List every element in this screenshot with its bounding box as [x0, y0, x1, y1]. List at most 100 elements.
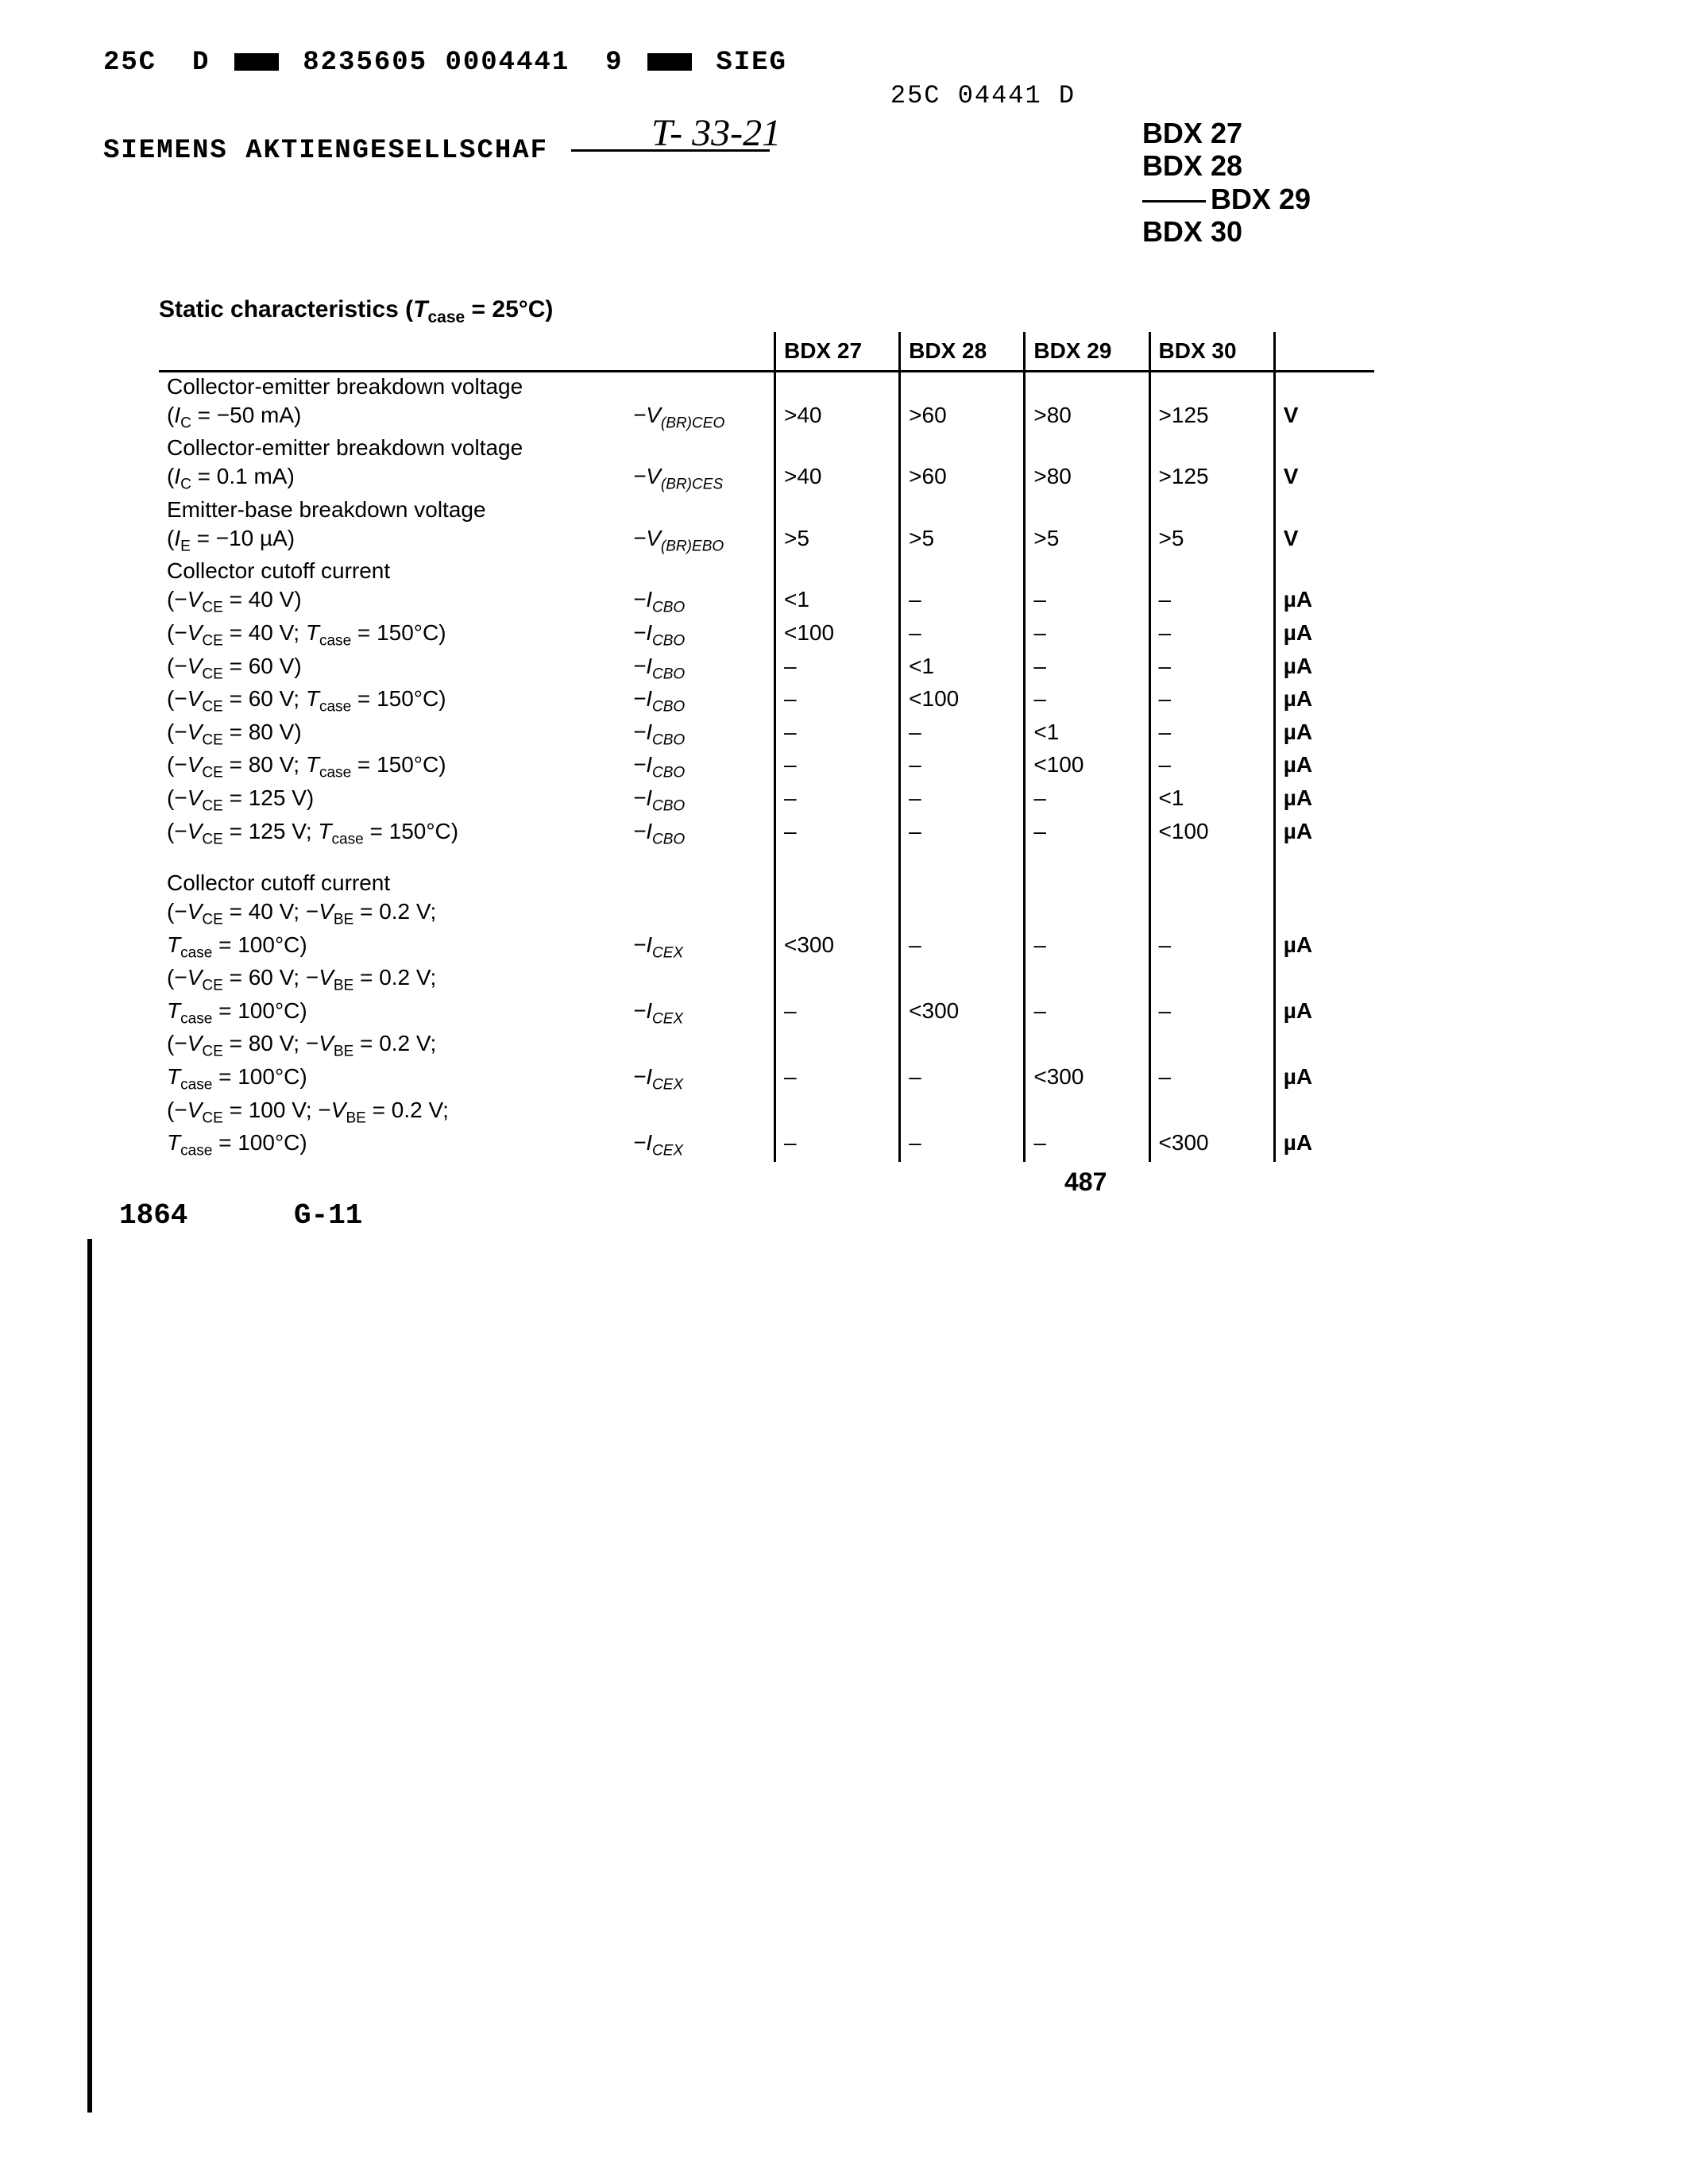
value-cell: –	[774, 1063, 899, 1096]
condition-cell: (−VCE = 40 V)	[159, 585, 625, 619]
value-cell: –	[774, 652, 899, 685]
condition-cell: Tcase = 100°C)	[159, 931, 625, 964]
table-row: (−VCE = 40 V; Tcase = 150°C)−ICBO<100–––…	[159, 619, 1374, 652]
symbol-cell: −ICEX	[625, 931, 775, 964]
condition-cell: Tcase = 100°C)	[159, 1063, 625, 1096]
table-row: Tcase = 100°C)−ICEX<300–––µA	[159, 931, 1374, 964]
value-cell: –	[900, 931, 1025, 964]
table-row: Tcase = 100°C)−ICEX–––<300µA	[159, 1129, 1374, 1162]
value-cell: –	[774, 1129, 899, 1162]
spacer-row	[159, 850, 1374, 869]
value-cell: >40	[774, 462, 899, 496]
table-row: (−VCE = 100 V; −VBE = 0.2 V;	[159, 1096, 1374, 1129]
condition-cell: (−VCE = 125 V; Tcase = 150°C)	[159, 817, 625, 851]
value-cell: >80	[1025, 401, 1149, 434]
black-block-icon	[647, 53, 692, 71]
value-cell: –	[1149, 1063, 1274, 1096]
value-cell: –	[900, 751, 1025, 784]
value-cell: >80	[1025, 462, 1149, 496]
table-row: (−VCE = 60 V; −VBE = 0.2 V;	[159, 963, 1374, 997]
group-title-row: Collector-emitter breakdown voltage	[159, 371, 1374, 401]
part-number-list: BDX 27 BDX 28 BDX 29 BDX 30	[1142, 117, 1311, 249]
value-cell: >125	[1149, 462, 1274, 496]
value-cell: <300	[900, 997, 1025, 1030]
value-cell: >5	[900, 524, 1025, 558]
header-code-line: 25C D 8235605 0004441 9 SIEG	[103, 48, 1624, 78]
part-number: BDX 27	[1142, 117, 1311, 149]
value-cell: –	[1149, 585, 1274, 619]
condition-cell: (−VCE = 40 V; −VBE = 0.2 V;	[159, 897, 625, 931]
table-row: (−VCE = 40 V; −VBE = 0.2 V;	[159, 897, 1374, 931]
group-title: Collector cutoff current	[159, 557, 625, 585]
condition-cell: (−VCE = 80 V)	[159, 718, 625, 751]
condition-cell: Tcase = 100°C)	[159, 997, 625, 1030]
symbol-cell: −V(BR)EBO	[625, 524, 775, 558]
part-number: BDX 28	[1142, 149, 1311, 182]
unit-cell: µA	[1274, 585, 1374, 619]
section-title: Static characteristics (Tcase = 25°C)	[159, 296, 1624, 327]
symbol-cell: −ICBO	[625, 817, 775, 851]
value-cell: <300	[1149, 1129, 1274, 1162]
condition-cell: Tcase = 100°C)	[159, 1129, 625, 1162]
group-title-row: Collector cutoff current	[159, 869, 1374, 897]
unit-cell: µA	[1274, 751, 1374, 784]
value-cell: –	[900, 1063, 1025, 1096]
unit-cell: µA	[1274, 931, 1374, 964]
symbol-cell: −ICEX	[625, 997, 775, 1030]
symbol-cell: −ICEX	[625, 1063, 775, 1096]
col-header: BDX 27	[774, 332, 899, 372]
unit-cell: V	[1274, 401, 1374, 434]
unit-cell: V	[1274, 524, 1374, 558]
value-cell: <100	[1025, 751, 1149, 784]
unit-cell: µA	[1274, 718, 1374, 751]
footer-page-number: 487	[1064, 1167, 1107, 1197]
table-row: (IC = 0.1 mA)−V(BR)CES>40>60>80>125V	[159, 462, 1374, 496]
condition-cell: (−VCE = 80 V; Tcase = 150°C)	[159, 751, 625, 784]
group-title: Collector-emitter breakdown voltage	[159, 371, 625, 401]
value-cell: >5	[1025, 524, 1149, 558]
value-cell: >5	[774, 524, 899, 558]
unit-cell: µA	[1274, 652, 1374, 685]
unit-cell: V	[1274, 462, 1374, 496]
condition-cell: (IC = 0.1 mA)	[159, 462, 625, 496]
condition-cell: (IC = −50 mA)	[159, 401, 625, 434]
condition-cell: (−VCE = 60 V; Tcase = 150°C)	[159, 685, 625, 718]
value-cell: –	[1149, 718, 1274, 751]
unit-cell: µA	[1274, 1063, 1374, 1096]
value-cell: –	[1025, 997, 1149, 1030]
table-row: (−VCE = 80 V)−ICBO––<1–µA	[159, 718, 1374, 751]
symbol-cell: −ICBO	[625, 685, 775, 718]
value-cell: –	[1149, 931, 1274, 964]
value-cell: >60	[900, 462, 1025, 496]
group-title-row: Emitter-base breakdown voltage	[159, 496, 1374, 524]
value-cell: <100	[1149, 817, 1274, 851]
value-cell: –	[900, 784, 1025, 817]
table-row: (−VCE = 80 V; −VBE = 0.2 V;	[159, 1029, 1374, 1063]
value-cell: –	[900, 585, 1025, 619]
value-cell: –	[774, 751, 899, 784]
value-cell: <1	[1025, 718, 1149, 751]
value-cell: –	[1025, 784, 1149, 817]
part-number: BDX 29	[1142, 183, 1311, 215]
value-cell: >60	[900, 401, 1025, 434]
group-title: Emitter-base breakdown voltage	[159, 496, 625, 524]
table-row: (−VCE = 60 V)−ICBO–<1––µA	[159, 652, 1374, 685]
value-cell: –	[900, 1129, 1025, 1162]
value-cell: –	[1149, 619, 1274, 652]
table-row: (−VCE = 125 V)−ICBO–––<1µA	[159, 784, 1374, 817]
value-cell: –	[1025, 652, 1149, 685]
condition-cell: (−VCE = 125 V)	[159, 784, 625, 817]
symbol-cell: −ICBO	[625, 751, 775, 784]
footer-left-code: 1864	[119, 1199, 187, 1232]
value-cell: –	[1025, 1129, 1149, 1162]
header-sub-line: 25C 04441 D	[342, 81, 1624, 110]
table-row: (IE = −10 µA)−V(BR)EBO>5>5>5>5V	[159, 524, 1374, 558]
value-cell: –	[1025, 585, 1149, 619]
value-cell: <100	[774, 619, 899, 652]
group-title-row: Collector-emitter breakdown voltage	[159, 434, 1374, 462]
value-cell: –	[774, 997, 899, 1030]
value-cell: –	[1149, 997, 1274, 1030]
table-row: (−VCE = 60 V; Tcase = 150°C)−ICBO–<100––…	[159, 685, 1374, 718]
value-cell: –	[1025, 817, 1149, 851]
value-cell: –	[774, 817, 899, 851]
